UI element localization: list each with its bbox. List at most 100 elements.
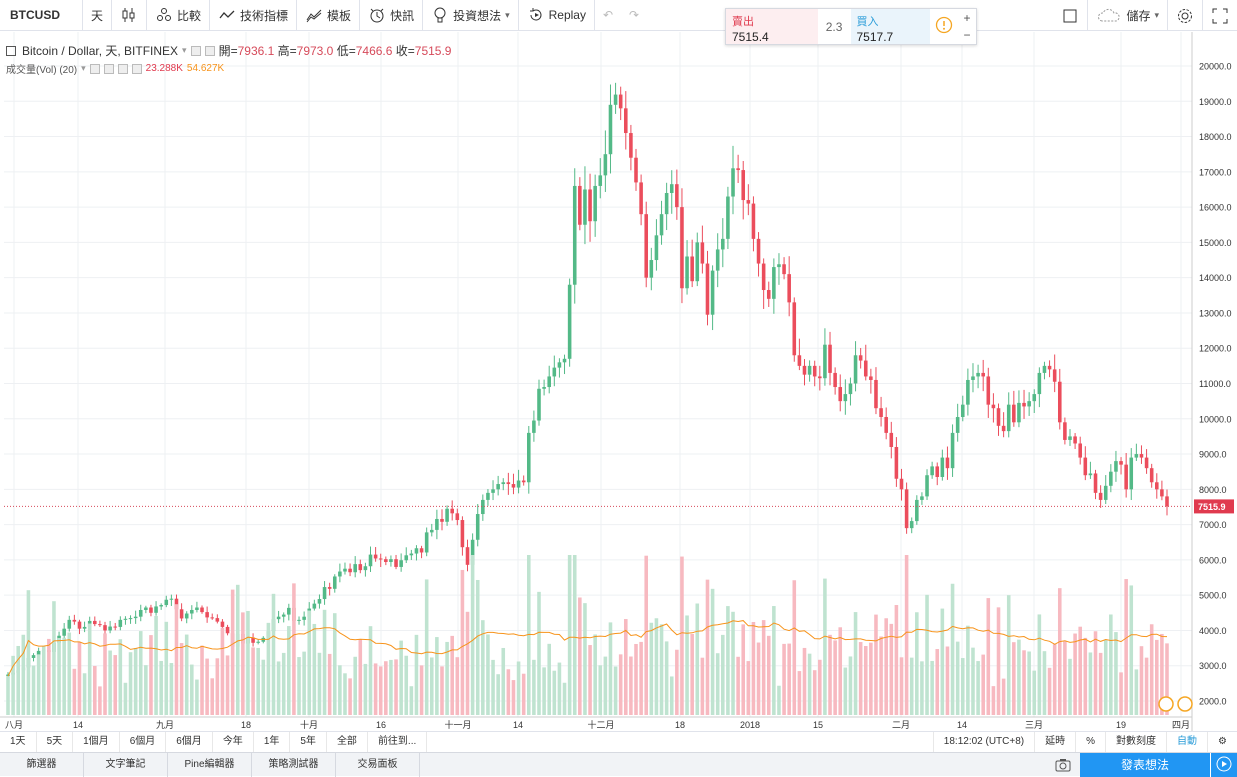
range-3m[interactable]: 6個月	[120, 731, 167, 752]
bottom-settings-button[interactable]: ⚙	[1207, 732, 1237, 752]
candle-body	[169, 598, 174, 600]
redo-button[interactable]: ↷	[621, 0, 647, 31]
tab-strategy-tester[interactable]: 策略測試器	[252, 752, 336, 777]
settings-small-icon[interactable]	[204, 45, 215, 56]
candle-body	[184, 613, 189, 619]
candle-body	[726, 196, 730, 239]
undo-button[interactable]: ↶	[595, 0, 621, 31]
candle-body	[108, 626, 112, 631]
close-small-icon[interactable]	[117, 63, 128, 74]
volume-bar	[797, 671, 802, 715]
volume-bar	[312, 623, 317, 715]
ideas-button[interactable]: 投資想法 ▾	[423, 0, 518, 31]
replay-button[interactable]: Replay	[519, 0, 594, 31]
volume-bar	[899, 657, 904, 715]
range-all[interactable]: 全部	[327, 731, 368, 752]
range-1d[interactable]: 1天	[0, 731, 37, 752]
range-5y[interactable]: 5年	[290, 731, 327, 752]
tab-pine-editor[interactable]: Pine編輯器	[168, 752, 252, 777]
volume-bar	[460, 569, 465, 715]
chart-pane[interactable]: 20000.0 19000.0 18000.0 17000.0 16000.0 15000…	[0, 32, 1237, 732]
range-5d[interactable]: 5天	[37, 731, 74, 752]
candle-body	[669, 184, 674, 193]
indicators-button[interactable]: 技術指標	[210, 0, 296, 31]
fullscreen-button[interactable]	[1203, 0, 1237, 31]
candle-body	[935, 466, 940, 477]
visibility-toggle-icon[interactable]	[89, 63, 100, 74]
templates-button[interactable]: 模板	[297, 0, 359, 31]
save-button[interactable]: 儲存 ▾	[1088, 0, 1167, 31]
extended-hours-toggle[interactable]: 延時	[1034, 732, 1075, 752]
layout-button[interactable]	[1053, 0, 1087, 31]
quantity-minus-button[interactable]: −	[963, 28, 971, 43]
event-marker-icon[interactable]	[1158, 696, 1174, 712]
candle-body	[455, 513, 460, 521]
range-1y[interactable]: 1年	[254, 731, 291, 752]
volume-bar	[1017, 639, 1021, 715]
candle-body	[93, 620, 97, 625]
volume-bar	[332, 613, 337, 715]
range-6m[interactable]: 6個月	[166, 731, 213, 752]
settings-button[interactable]	[1168, 0, 1202, 31]
volume-bar	[608, 622, 613, 715]
candle-body	[1068, 436, 1072, 440]
range-ytd[interactable]: 今年	[213, 731, 254, 752]
candle-body	[557, 362, 562, 368]
quantity-plus-button[interactable]: +	[963, 10, 971, 25]
collapse-legend-icon[interactable]	[6, 45, 16, 56]
candle-body	[915, 499, 919, 522]
candle-body	[399, 560, 403, 567]
volume-bar	[261, 659, 266, 715]
publish-idea-button[interactable]: 發表想法	[1080, 753, 1210, 777]
tab-screener[interactable]: 篩選器	[0, 752, 84, 777]
tab-text-notes[interactable]: 文字筆記	[84, 752, 168, 777]
volume-bar	[521, 673, 526, 715]
candle-body	[373, 554, 378, 559]
candle-body	[363, 566, 368, 571]
tab-trading-panel[interactable]: 交易面板	[336, 752, 420, 777]
settings-small-icon[interactable]	[103, 63, 114, 74]
volume-bar	[894, 605, 899, 715]
percent-toggle[interactable]: %	[1075, 732, 1105, 752]
candle-body	[807, 365, 812, 375]
candle-body	[506, 482, 511, 485]
auto-scale-toggle[interactable]: 自動	[1166, 732, 1207, 752]
more-small-icon[interactable]	[131, 63, 142, 74]
top-toolbar: BTCUSD 天 比較 技術指標 模板 快訊 投資想法 ▾ Replay ↶ ↷	[0, 0, 1237, 31]
cloud-icon	[1096, 7, 1122, 25]
open-label: 開=	[218, 44, 238, 58]
chart-type-button[interactable]	[112, 0, 146, 31]
interval-button[interactable]: 天	[83, 0, 111, 31]
time-tick-label: 18	[675, 720, 685, 730]
goto-date[interactable]: 前往到...	[368, 731, 428, 752]
play-button[interactable]	[1210, 753, 1237, 777]
price-chart[interactable]: 20000.0 19000.0 18000.0 17000.0 16000.0 15000…	[0, 32, 1237, 732]
volume-bar	[1129, 585, 1134, 715]
candle-body	[736, 168, 740, 171]
candle-body	[777, 264, 781, 268]
candle-body	[1032, 394, 1037, 402]
candle-body	[62, 628, 66, 636]
buy-button[interactable]: 買入 7517.7	[850, 9, 931, 44]
compare-button[interactable]: 比較	[147, 0, 209, 31]
info-button[interactable]	[930, 9, 958, 44]
chevron-down-icon[interactable]: ▾	[182, 45, 187, 55]
volume-bar	[940, 608, 945, 715]
alerts-button[interactable]: 快訊	[360, 0, 422, 31]
volume-bar	[557, 662, 562, 715]
event-marker-icon[interactable]	[1177, 696, 1193, 712]
camera-icon[interactable]	[1054, 756, 1072, 777]
volume-bar	[731, 611, 735, 715]
volume-bar	[225, 655, 230, 715]
high-label: 高=	[277, 44, 297, 58]
sell-button[interactable]: 賣出 7515.4	[726, 9, 818, 44]
chevron-down-icon[interactable]: ▾	[81, 63, 86, 73]
range-1m[interactable]: 1個月	[73, 731, 120, 752]
visibility-toggle-icon[interactable]	[190, 45, 201, 56]
volume-bar	[256, 647, 260, 715]
volume-bar	[154, 615, 158, 715]
candle-body	[685, 256, 689, 289]
log-scale-toggle[interactable]: 對數刻度	[1105, 732, 1166, 752]
symbol-search[interactable]: BTCUSD	[10, 8, 60, 22]
volume-bar	[532, 659, 536, 715]
